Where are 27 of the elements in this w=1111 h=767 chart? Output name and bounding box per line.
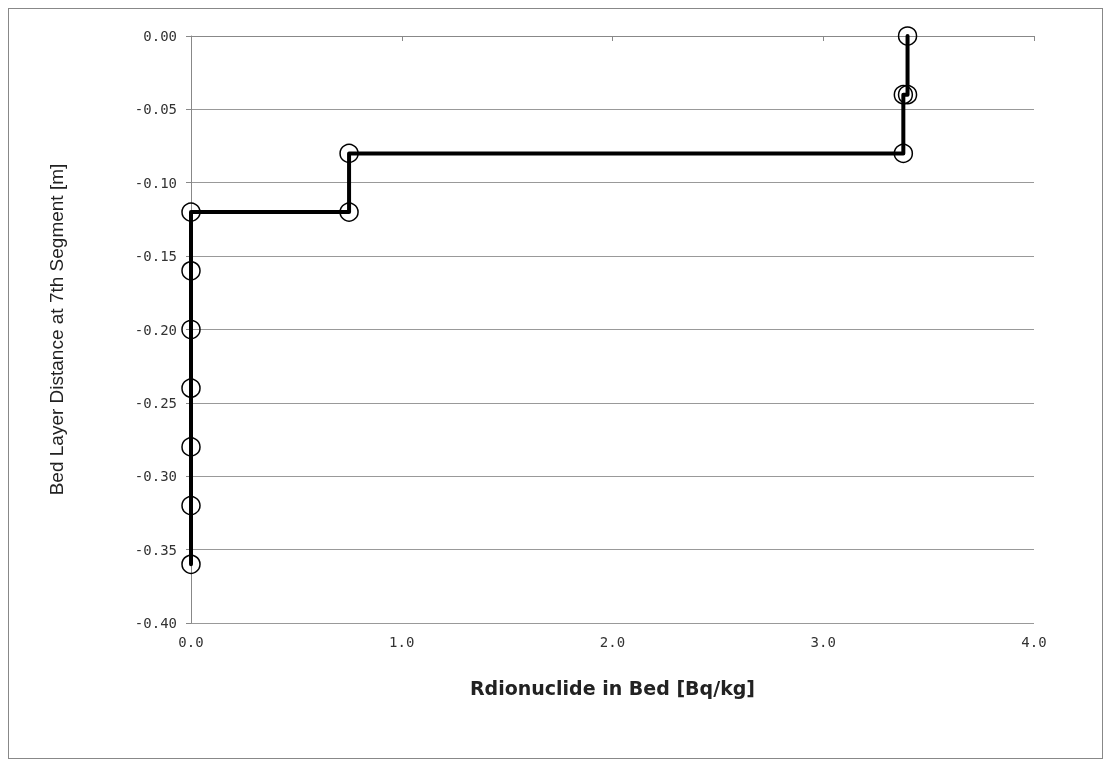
- x-tick-label: 0.0: [178, 634, 204, 650]
- y-axis-title: Bed Layer Distance at 7th Segment [m]: [46, 163, 67, 496]
- point: [181, 202, 201, 222]
- point: [181, 261, 201, 281]
- point: [339, 143, 359, 164]
- point: [181, 495, 201, 516]
- y-tick-label: -0.15: [134, 248, 177, 265]
- y-tick-label: 0.00: [143, 28, 177, 44]
- x-tick-label: 1.0: [389, 634, 415, 650]
- point: [893, 143, 914, 164]
- y-tick-label: -0.25: [134, 394, 177, 411]
- point: [181, 319, 201, 340]
- point: [181, 437, 201, 457]
- point: [897, 26, 918, 46]
- point: [181, 378, 201, 398]
- y-tick-label: -0.40: [134, 615, 177, 631]
- y-tick-label: -0.35: [134, 541, 177, 558]
- y-tick-label: -0.10: [134, 174, 177, 191]
- y-tick-label: -0.05: [134, 101, 177, 118]
- y-tick-label: -0.20: [134, 321, 177, 338]
- x-tick-label: 2.0: [599, 634, 626, 650]
- x-tick-label: 4.0: [1021, 634, 1047, 650]
- x-axis-title: Rdionuclide in Bed [Bq/kg]: [469, 676, 756, 699]
- point: [181, 554, 201, 575]
- y-tick-label: -0.30: [134, 468, 177, 485]
- x-tick-label: 3.0: [810, 634, 836, 650]
- point: [339, 202, 359, 222]
